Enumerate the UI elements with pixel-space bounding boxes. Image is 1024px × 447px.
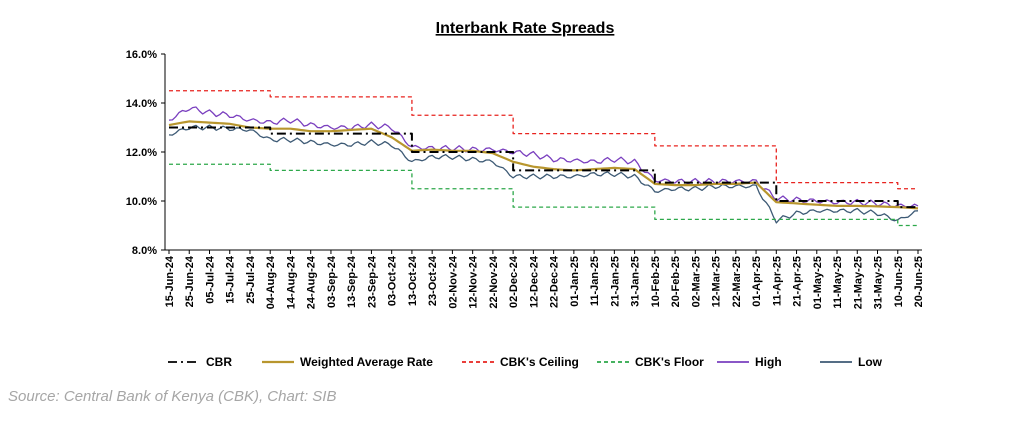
series-line-weighted-average-rate <box>168 120 919 210</box>
x-tick-label: 31-Jan-25 <box>630 256 642 307</box>
x-tick-label: 21-Jan-25 <box>609 256 621 307</box>
x-tick-label: 24-Aug-24 <box>306 255 318 309</box>
source-note: Source: Central Bank of Kenya (CBK), Cha… <box>8 388 337 405</box>
x-tick-label: 04-Aug-24 <box>265 255 277 309</box>
legend-label: High <box>755 355 782 369</box>
x-tick-label: 10-Feb-25 <box>650 256 662 307</box>
x-tick-label: 12-Nov-24 <box>468 255 480 308</box>
y-axis: 8.0% 10.0% 12.0% 14.0% 16.0% <box>126 49 166 257</box>
x-tick-label: 31-May-25 <box>873 256 885 309</box>
legend-label: Low <box>858 355 883 369</box>
x-tick-label: 10-Jun-25 <box>893 256 905 307</box>
x-tick-label: 05-Jul-24 <box>204 255 216 304</box>
x-tick-label: 22-Nov-24 <box>488 255 500 308</box>
x-tick-label: 14-Aug-24 <box>285 255 297 309</box>
x-tick-label: 02-Dec-24 <box>508 255 520 308</box>
y-tick-label: 10.0% <box>126 196 157 208</box>
series-lines <box>168 90 919 227</box>
x-tick-label: 11-May-25 <box>832 256 844 309</box>
x-tick-label: 15-Jul-24 <box>225 255 237 304</box>
legend-label: CBK's Ceiling <box>500 355 579 369</box>
y-tick-label: 8.0% <box>132 245 157 257</box>
x-tick-label: 12-Dec-24 <box>528 255 540 308</box>
x-tick-label: 03-Oct-24 <box>387 255 399 306</box>
legend-label: Weighted Average Rate <box>300 355 433 369</box>
series-line-low <box>168 124 919 224</box>
x-tick-label: 02-Mar-25 <box>690 256 702 307</box>
x-tick-label: 11-Jan-25 <box>589 256 601 306</box>
x-tick-label: 02-Nov-24 <box>447 255 459 308</box>
series-line-high <box>168 106 919 209</box>
x-tick-label: 03-Sep-24 <box>326 255 338 308</box>
x-tick-label: 20-Jun-25 <box>913 256 925 307</box>
y-tick-label: 16.0% <box>126 49 157 61</box>
series-line-cbk-s-floor <box>169 163 918 227</box>
x-axis: 15-Jun-24 25-Jun-24 05-Jul-24 15-Jul-24 25-J… <box>164 249 925 309</box>
series-line-cbk-s-ceiling <box>169 90 918 190</box>
x-tick-label: 21-Apr-25 <box>792 256 804 307</box>
legend: CBR Weighted Average Rate CBK's Ceiling CBK… <box>168 355 883 369</box>
x-tick-label: 23-Oct-24 <box>427 255 439 306</box>
y-tick-label: 14.0% <box>126 98 157 110</box>
x-tick-label: 12-Mar-25 <box>711 256 723 307</box>
series-line-cbr <box>169 126 918 209</box>
x-tick-label: 01-May-25 <box>812 256 824 309</box>
x-tick-label: 20-Feb-25 <box>670 256 682 307</box>
x-tick-label: 15-Jun-24 <box>164 255 176 307</box>
x-tick-label: 13-Sep-24 <box>346 255 358 308</box>
x-tick-label: 23-Sep-24 <box>366 255 378 308</box>
x-tick-label: 25-Jul-24 <box>245 255 257 304</box>
x-tick-label: 25-Jun-24 <box>184 255 196 307</box>
y-tick-label: 12.0% <box>126 147 157 159</box>
legend-label: CBR <box>206 355 232 369</box>
x-tick-label: 01-Jan-25 <box>569 256 581 307</box>
chart-title: Interbank Rate Spreads <box>436 20 615 37</box>
x-tick-label: 22-Dec-24 <box>549 255 561 308</box>
x-tick-label: 01-Apr-25 <box>751 256 763 307</box>
x-tick-label: 11-Apr-25 <box>771 256 783 306</box>
legend-label: CBK's Floor <box>635 355 704 369</box>
x-tick-label: 21-May-25 <box>852 256 864 309</box>
x-tick-label: 13-Oct-24 <box>407 255 419 306</box>
x-tick-label: 22-Mar-25 <box>731 256 743 307</box>
